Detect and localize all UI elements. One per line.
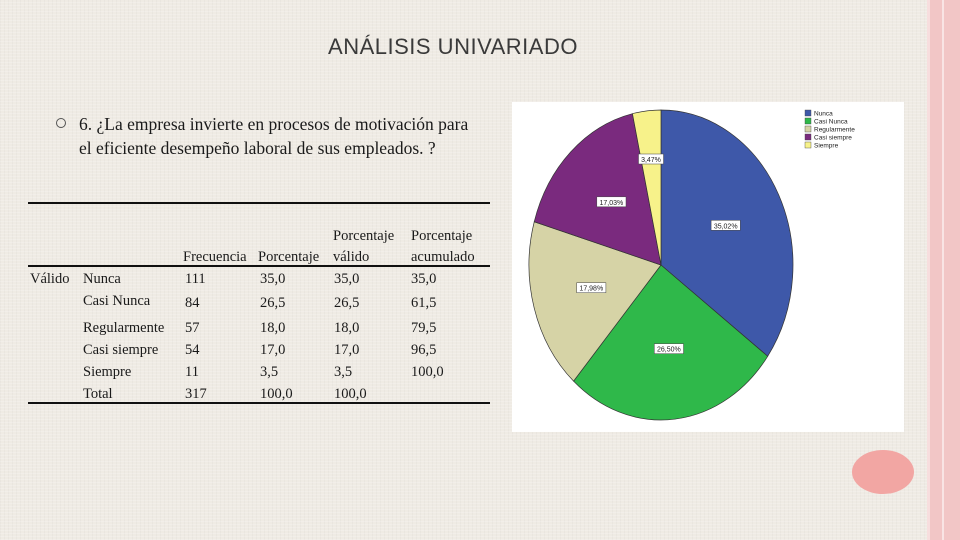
table-cell-porcentaje: 35,0 bbox=[260, 271, 286, 287]
pie-chart-panel: 35,02% 26,50% 17,98% 17,03% 3,47% Nunca Casi N… bbox=[512, 102, 904, 432]
legend-label: Nunca bbox=[814, 111, 833, 118]
table-cell-acumulado: 35,0 bbox=[411, 271, 437, 287]
table-cell-acumulado: 61,5 bbox=[411, 295, 437, 311]
table-cell-valido: 17,0 bbox=[334, 342, 360, 358]
legend-swatch bbox=[804, 133, 812, 141]
group-label: Válido bbox=[30, 271, 70, 287]
table-cell-acumulado: 79,5 bbox=[411, 320, 437, 336]
pie-slice-regularmente bbox=[528, 221, 662, 382]
pie-slice-casi-siempre bbox=[533, 113, 662, 266]
header-valido-top: Porcentaje bbox=[333, 228, 395, 244]
page-title: ANÁLISIS UNIVARIADO bbox=[328, 34, 578, 59]
table-cell-valido: 35,0 bbox=[334, 271, 360, 287]
table-cell-porcentaje: 18,0 bbox=[260, 320, 286, 336]
table-row-label: Total bbox=[83, 386, 113, 402]
table-header-rule bbox=[28, 265, 490, 267]
table-cell-porcentaje: 3,5 bbox=[260, 364, 279, 380]
table-cell-frecuencia: 11 bbox=[185, 364, 199, 380]
pie-slice-nunca bbox=[660, 109, 794, 357]
question-text: 6. ¿La empresa invierte en procesos de m… bbox=[79, 114, 469, 158]
table-cell-frecuencia: 84 bbox=[185, 295, 200, 311]
data-label: 35,02% bbox=[714, 223, 738, 230]
legend-label: Casi siempre bbox=[814, 135, 852, 142]
question-block: 6. ¿La empresa invierte en procesos de m… bbox=[56, 112, 476, 160]
table-cell-valido: 3,5 bbox=[334, 364, 353, 380]
data-label: 17,03% bbox=[600, 200, 624, 207]
table-cell-frecuencia: 57 bbox=[185, 320, 200, 336]
pie-slice-siempre bbox=[632, 109, 662, 266]
table-bottom-rule bbox=[28, 402, 490, 404]
table-cell-valido: 18,0 bbox=[334, 320, 360, 336]
table-top-rule bbox=[28, 202, 490, 204]
data-label-box bbox=[710, 220, 741, 231]
header-acum-bottom: acumulado bbox=[411, 249, 475, 265]
table-cell-valido: 100,0 bbox=[334, 386, 367, 402]
legend-swatch bbox=[804, 109, 812, 117]
legend-label: Casi Nunca bbox=[814, 119, 848, 126]
bullet-icon bbox=[56, 118, 66, 128]
legend-swatch bbox=[804, 125, 812, 133]
data-label-box bbox=[638, 153, 664, 165]
table-row-label: Regularmente bbox=[83, 320, 165, 336]
table-cell-porcentaje: 17,0 bbox=[260, 342, 286, 358]
right-decorative-band bbox=[927, 0, 960, 540]
table-row-label: Casi siempre bbox=[83, 342, 159, 358]
table-cell-porcentaje: 100,0 bbox=[260, 386, 293, 402]
table-cell-frecuencia: 111 bbox=[185, 271, 206, 287]
data-label: 26,50% bbox=[657, 347, 681, 354]
table-row-label: Casi Nunca bbox=[83, 293, 151, 309]
table-row-label: Siempre bbox=[83, 364, 132, 380]
table-cell-frecuencia: 317 bbox=[185, 386, 207, 402]
table-cell-acumulado: 96,5 bbox=[411, 342, 437, 358]
table-cell-acumulado: 100,0 bbox=[411, 364, 444, 380]
header-frecuencia: Frecuencia bbox=[183, 249, 247, 265]
decorative-circle bbox=[852, 450, 914, 494]
legend-swatch bbox=[804, 141, 812, 149]
table-cell-porcentaje: 26,5 bbox=[260, 295, 286, 311]
legend-swatch bbox=[804, 117, 812, 125]
legend-label: Regularmente bbox=[814, 127, 855, 134]
header-porcentaje: Porcentaje bbox=[258, 249, 320, 265]
header-valido-bottom: válido bbox=[333, 249, 370, 265]
data-label-box bbox=[654, 343, 684, 354]
header-acum-top: Porcentaje bbox=[411, 228, 473, 244]
table-row-label: Nunca bbox=[83, 271, 121, 287]
data-label: 3,47% bbox=[641, 157, 661, 164]
data-label: 17,98% bbox=[579, 286, 603, 293]
legend-label: Siempre bbox=[814, 143, 839, 150]
pie-slice-casi-nunca bbox=[573, 264, 769, 421]
table-cell-valido: 26,5 bbox=[334, 295, 360, 311]
data-label-box bbox=[576, 282, 607, 293]
data-label-box bbox=[596, 196, 627, 208]
table-cell-frecuencia: 54 bbox=[185, 342, 200, 358]
